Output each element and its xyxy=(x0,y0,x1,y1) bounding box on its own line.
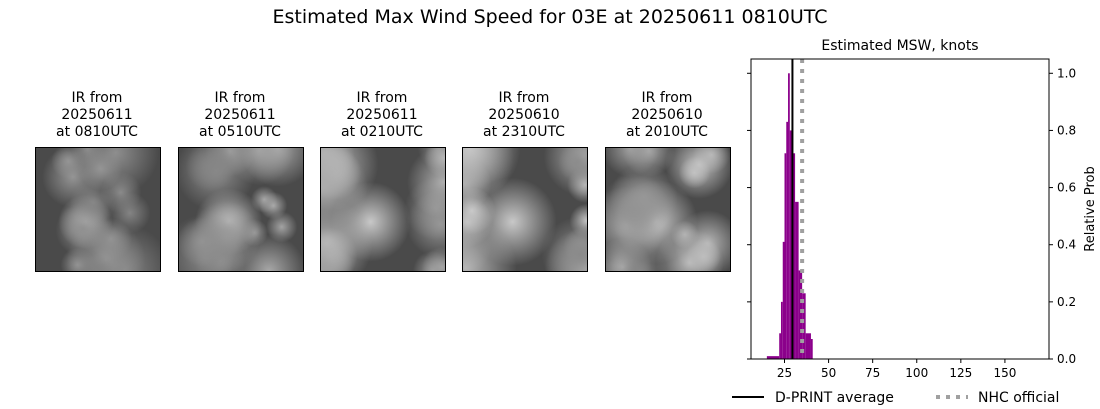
ir-panel-label: IR from 20250610 at 2310UTC xyxy=(444,90,604,141)
panel-label-line: at 2310UTC xyxy=(483,124,565,140)
y-axis-label: Relative Prob xyxy=(1083,166,1098,251)
panel-label-line: IR from xyxy=(356,90,408,106)
panel-label-line: IR from xyxy=(214,90,266,106)
y-tick-label: 0.6 xyxy=(1057,181,1076,195)
figure-title: Estimated Max Wind Speed for 03E at 2025… xyxy=(272,6,828,28)
panel-label-line: IR from xyxy=(498,90,550,106)
histogram-bar xyxy=(788,73,790,360)
panel-label-line: at 0510UTC xyxy=(199,124,281,140)
y-tick-label: 0.2 xyxy=(1057,295,1076,309)
x-tick-label: 150 xyxy=(993,366,1016,380)
ir-satellite-image xyxy=(320,147,446,272)
x-tick-label: 50 xyxy=(821,366,836,380)
plot-frame xyxy=(750,58,1050,360)
panel-label-line: 20250611 xyxy=(346,107,418,123)
histogram-bar xyxy=(805,333,811,359)
panel-label-line: 20250611 xyxy=(204,107,276,123)
panel-label-line: 20250611 xyxy=(61,107,133,123)
x-tick-label: 75 xyxy=(865,366,880,380)
histogram-bar xyxy=(810,339,813,359)
histogram-bar xyxy=(780,301,783,359)
histogram-bar xyxy=(779,333,781,359)
panel-label-line: at 2010UTC xyxy=(626,124,708,140)
x-tick-label: 100 xyxy=(905,366,928,380)
panel-label-line: 20250610 xyxy=(631,107,703,123)
y-tick-label: 0.4 xyxy=(1057,238,1076,252)
ir-panel-label: IR from 20250611 at 0510UTC xyxy=(160,90,320,141)
panel-label-line: at 0210UTC xyxy=(341,124,423,140)
x-tick-label: 125 xyxy=(949,366,972,380)
ir-satellite-image xyxy=(35,147,161,272)
ir-panel-label: IR from 20250610 at 2010UTC xyxy=(587,90,747,141)
histogram-bar xyxy=(795,201,799,359)
panel-label-line: IR from xyxy=(71,90,123,106)
panel-label-line: at 0810UTC xyxy=(56,124,138,140)
legend-dprint-label: D-PRINT average xyxy=(775,390,894,406)
y-tick-label: 0.0 xyxy=(1057,352,1076,366)
histogram-bar xyxy=(782,241,785,359)
histogram-bar xyxy=(798,270,803,359)
histogram-bar xyxy=(789,130,792,359)
panel-label-line: IR from xyxy=(641,90,693,106)
panel-label-line: 20250610 xyxy=(488,107,560,123)
histogram-bar xyxy=(766,356,780,359)
legend-nhc-label: NHC official xyxy=(978,390,1059,406)
y-tick-label: 1.0 xyxy=(1057,66,1076,80)
chart-title: Estimated MSW, knots xyxy=(821,38,978,54)
x-tick-label: 25 xyxy=(777,366,792,380)
ir-panel-label: IR from 20250611 at 0210UTC xyxy=(302,90,462,141)
ir-satellite-image xyxy=(462,147,588,272)
ir-satellite-image xyxy=(178,147,304,272)
ir-satellite-image xyxy=(605,147,731,272)
histogram-bar xyxy=(784,153,787,359)
y-tick-label: 0.8 xyxy=(1057,123,1076,137)
ir-panel-label: IR from 20250611 at 0810UTC xyxy=(17,90,177,141)
histogram-bar xyxy=(786,121,789,359)
histogram-bar xyxy=(802,293,806,359)
